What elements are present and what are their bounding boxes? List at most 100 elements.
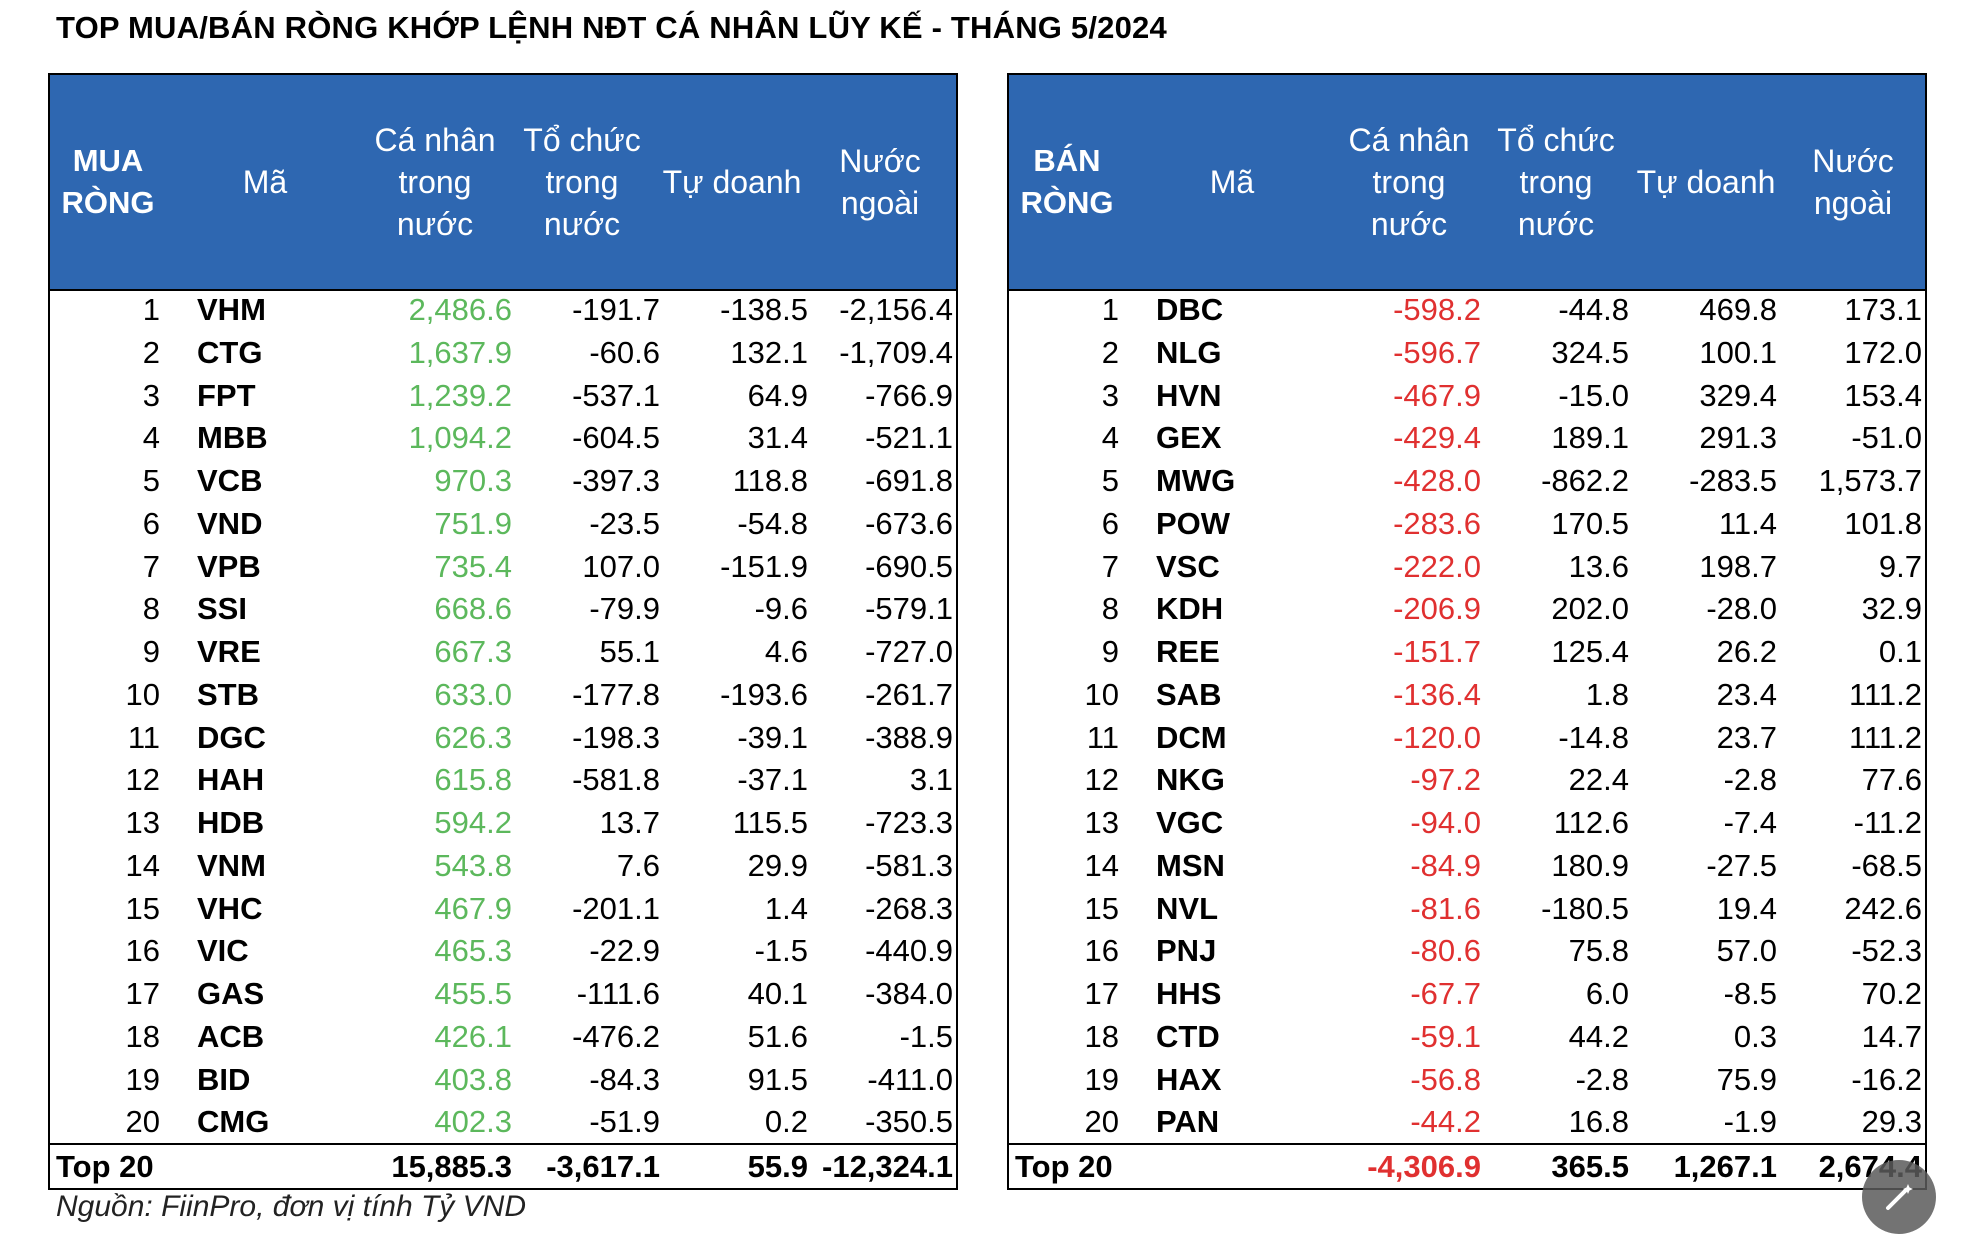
cell-institution: 1.8 [1585, 676, 1629, 712]
cell-institution: 324.5 [1551, 334, 1629, 370]
cell-code: VGC [1156, 805, 1224, 840]
cell-institution: -51.9 [589, 1104, 660, 1140]
cell-institution: -180.5 [1541, 890, 1629, 926]
total-individual: 15,885.3 [391, 1149, 512, 1184]
cell-proprietary: -1.9 [1723, 1104, 1777, 1140]
table-row: 6 VND 751.9 -23.5 -54.8 -673.6 [50, 503, 956, 546]
cell-foreign: -51.0 [1851, 420, 1922, 456]
table-row: 16 PNJ -80.6 75.8 57.0 -52.3 [1009, 930, 1925, 973]
cell-individual: 626.3 [434, 719, 512, 755]
cell-rank: 2 [142, 334, 160, 370]
table-row: 19 BID 403.8 -84.3 91.5 -411.0 [50, 1059, 956, 1102]
cell-code: FPT [197, 377, 256, 413]
cell-institution: -60.6 [589, 334, 660, 370]
cell-proprietary: -9.6 [754, 591, 808, 627]
table-header: BÁN RÒNG Mã Cá nhân trong nước Tổ chức t… [1009, 75, 1925, 291]
table-row: 16 VIC 465.3 -22.9 -1.5 -440.9 [50, 930, 956, 973]
cell-institution: 13.7 [599, 805, 660, 840]
total-label: Top 20 [1015, 1149, 1113, 1184]
cell-foreign: -388.9 [865, 719, 953, 755]
cell-foreign: 9.7 [1878, 548, 1922, 584]
table-body: 1 VHM 2,486.6 -191.7 -138.5 -2,156.4 2 CTG 1,637… [50, 289, 956, 1144]
cell-individual: 751.9 [434, 505, 512, 541]
cell-individual: -44.2 [1410, 1104, 1481, 1140]
cell-foreign: 3.1 [909, 762, 953, 798]
table-row: 20 CMG 402.3 -51.9 0.2 -350.5 [50, 1101, 956, 1144]
cell-institution: -111.6 [576, 976, 660, 1011]
cell-proprietary: 11.4 [1718, 505, 1777, 541]
cell-proprietary: -7.4 [1723, 805, 1777, 840]
total-institution: 365.5 [1551, 1149, 1629, 1184]
table-row: 4 MBB 1,094.2 -604.5 31.4 -521.1 [50, 417, 956, 460]
cell-code: STB [197, 676, 259, 712]
table-row: 20 PAN -44.2 16.8 -1.9 29.3 [1009, 1101, 1925, 1144]
cell-rank: 13 [125, 805, 160, 840]
cell-institution: -79.9 [589, 591, 660, 627]
cell-foreign: -581.3 [865, 847, 953, 883]
cell-foreign: 29.3 [1861, 1104, 1922, 1140]
cell-rank: 20 [1084, 1104, 1119, 1140]
cell-institution: -198.3 [572, 719, 660, 755]
cell-individual: -81.6 [1410, 890, 1481, 926]
cell-institution: 170.5 [1551, 505, 1629, 541]
cell-rank: 6 [1101, 505, 1119, 541]
table-row: 15 VHC 467.9 -201.1 1.4 -268.3 [50, 888, 956, 931]
cell-individual: -428.0 [1393, 463, 1481, 498]
cell-individual: 426.1 [434, 1018, 512, 1054]
table-row: 7 VPB 735.4 107.0 -151.9 -690.5 [50, 546, 956, 589]
table-header: MUA RÒNG Mã Cá nhân trong nước Tổ chức t… [50, 75, 956, 291]
cell-code: HAX [1156, 1061, 1222, 1097]
cell-code: BID [197, 1061, 251, 1097]
cell-foreign: 242.6 [1844, 890, 1922, 926]
cell-institution: -2.8 [1575, 1061, 1629, 1097]
cell-rank: 17 [125, 976, 160, 1011]
table-row: 13 HDB 594.2 13.7 115.5 -723.3 [50, 802, 956, 845]
edit-button[interactable] [1862, 1160, 1936, 1234]
cell-rank: 18 [125, 1018, 160, 1054]
cell-foreign: -579.1 [865, 591, 953, 627]
cell-proprietary: 23.4 [1716, 676, 1777, 712]
cell-code: MBB [197, 420, 268, 456]
cell-foreign: 1,573.7 [1818, 463, 1922, 498]
cell-individual: -94.0 [1410, 805, 1481, 840]
cell-proprietary: 51.6 [747, 1018, 808, 1054]
cell-institution: 75.8 [1568, 933, 1629, 969]
cell-rank: 14 [125, 847, 160, 883]
cell-individual: -97.2 [1410, 762, 1481, 798]
cell-individual: -59.1 [1410, 1018, 1481, 1054]
cell-rank: 1 [1101, 292, 1119, 327]
total-label: Top 20 [56, 1149, 154, 1184]
cell-foreign: -691.8 [865, 463, 953, 498]
cell-code: GAS [197, 976, 265, 1011]
cell-foreign: 173.1 [1844, 292, 1922, 327]
cell-proprietary: -283.5 [1689, 463, 1777, 498]
cell-code: SSI [197, 591, 247, 627]
cell-individual: -56.8 [1410, 1061, 1481, 1097]
total-row: Top 20 -4,306.9 365.5 1,267.1 2,674.4 [1009, 1143, 1925, 1188]
cell-proprietary: 118.8 [732, 463, 808, 498]
cell-foreign: 111.2 [1849, 719, 1922, 755]
cell-individual: -283.6 [1393, 505, 1481, 541]
cell-foreign: 172.0 [1844, 334, 1922, 370]
page-title: TOP MUA/BÁN RÒNG KHỚP LỆNH NĐT CÁ NHÂN L… [56, 10, 1167, 45]
header-institution: Tổ chức trong nước [523, 122, 641, 242]
table-row: 18 CTD -59.1 44.2 0.3 14.7 [1009, 1016, 1925, 1059]
cell-proprietary: 23.7 [1716, 719, 1777, 755]
cell-proprietary: 198.7 [1699, 548, 1777, 584]
cell-rank: 1 [142, 292, 160, 327]
header-proprietary: Tự doanh [662, 164, 802, 200]
header-individual: Cá nhân trong nước [374, 122, 496, 242]
cell-foreign: -268.3 [865, 890, 953, 926]
table-row: 6 POW -283.6 170.5 11.4 101.8 [1009, 503, 1925, 546]
total-proprietary: 1,267.1 [1673, 1149, 1777, 1184]
cell-proprietary: 40.1 [747, 976, 808, 1011]
table-row: 11 DCM -120.0 -14.8 23.7 111.2 [1009, 717, 1925, 760]
cell-institution: -177.8 [572, 676, 660, 712]
table-row: 11 DGC 626.3 -198.3 -39.1 -388.9 [50, 717, 956, 760]
cell-individual: 465.3 [434, 933, 512, 969]
cell-foreign: -16.2 [1851, 1061, 1922, 1097]
cell-rank: 8 [1101, 591, 1119, 627]
cell-code: VND [197, 505, 263, 541]
table-row: 2 NLG -596.7 324.5 100.1 172.0 [1009, 332, 1925, 375]
cell-proprietary: -28.0 [1706, 591, 1777, 627]
